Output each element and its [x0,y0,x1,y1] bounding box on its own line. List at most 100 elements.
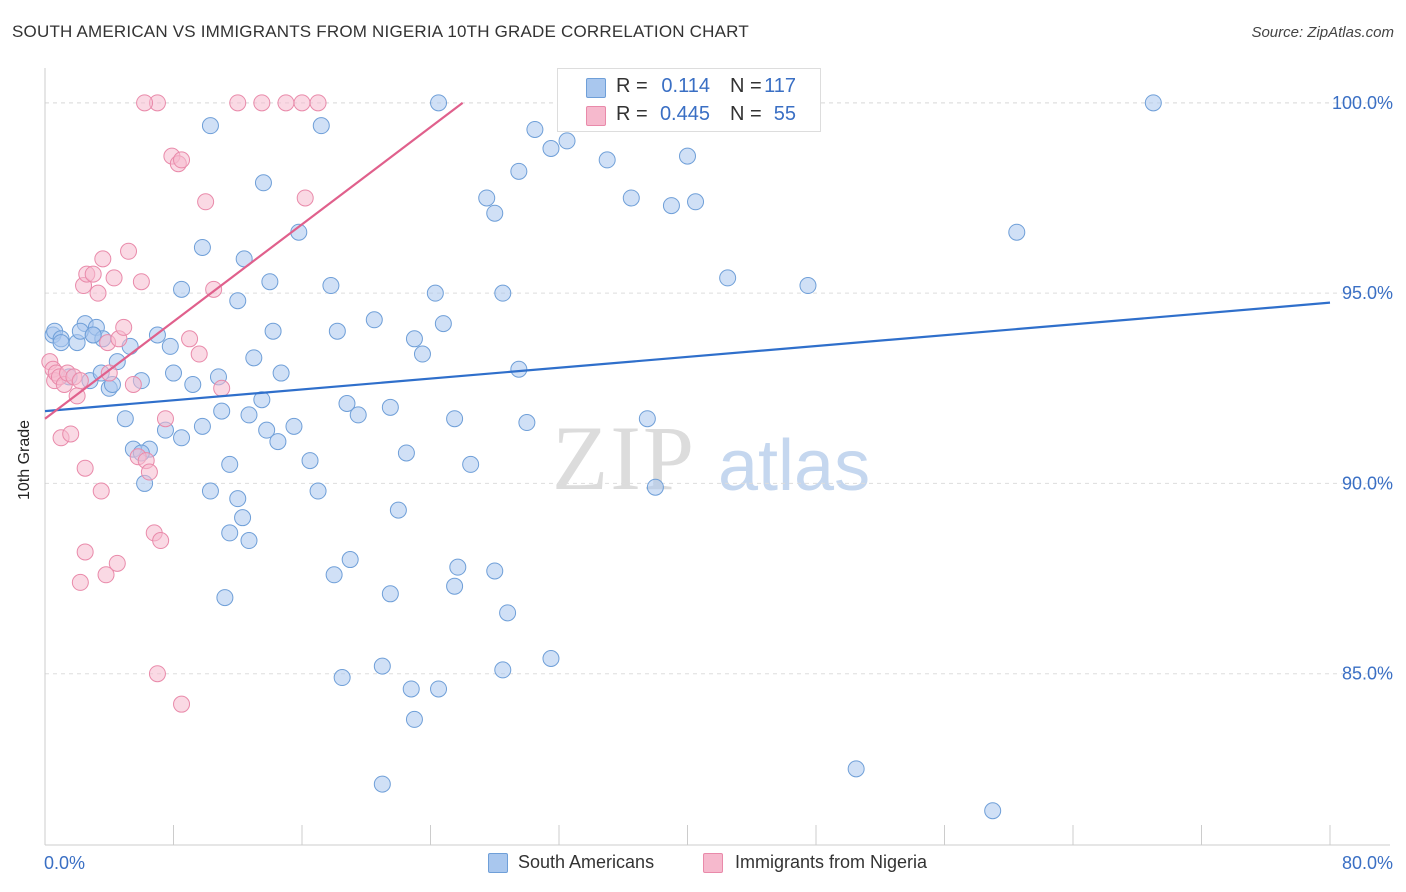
nigeria-point [62,425,80,443]
south-americans-point [254,174,272,192]
south-americans-point [405,330,423,348]
south-americans-point [349,406,367,424]
south-americans-point [646,478,664,496]
nigeria-point [115,318,133,336]
south-americans-point [325,566,343,584]
bottom-legend-swatch-pink [703,853,723,873]
south-americans-point [201,482,219,500]
nigeria-point [181,330,199,348]
nigeria-point [173,695,191,713]
south-americans-point [430,680,448,698]
chart-title: SOUTH AMERICAN VS IMMIGRANTS FROM NIGERI… [12,22,749,41]
south-americans-point [558,132,576,150]
nigeria-point [136,94,154,112]
south-americans-point [234,509,252,527]
south-americans-point [285,417,303,435]
south-americans-point [341,551,359,569]
south-americans-point [598,151,616,169]
legend-n-value: 117 [764,75,796,97]
legend-r-label: R = [616,103,648,125]
nigeria-point [190,345,208,363]
south-americans-point [245,349,263,367]
south-americans-point [499,604,517,622]
nigeria-point [108,554,126,572]
south-americans-point [365,311,383,329]
nigeria-point [105,269,123,287]
bottom-legend-swatch-blue [488,853,508,873]
south-americans-point [116,410,134,428]
south-americans-point [216,589,234,607]
south-americans-point [526,120,544,138]
south-americans-point [486,204,504,222]
south-americans-point [373,657,391,675]
nigeria-point [309,94,327,112]
south-americans-point [322,277,340,295]
nigeria-point [277,94,295,112]
x-tick-label: 80.0% [1342,853,1393,873]
source-label: Source: ZipAtlas.com [1251,24,1394,41]
south-americans-point [165,364,182,382]
nigeria-point [197,193,215,211]
south-americans-point [662,197,680,215]
south-americans-point [373,775,391,793]
watermark-atlas: atlas [718,426,871,506]
tick-labels: 85.0% 90.0% 95.0% 100.0% 0.0% 80.0% [44,93,1393,873]
south-americans-point [486,562,504,580]
south-americans-point [426,284,444,302]
nigeria-point [76,543,94,561]
nigeria-point [132,273,150,291]
south-americans-point [405,710,423,728]
south-americans-point [389,501,407,519]
nigeria-point [76,459,94,477]
nigeria-point [84,265,102,283]
nigeria-point [253,94,271,112]
bottom-legend-label: Immigrants from Nigeria [735,852,928,872]
nigeria-point [229,94,247,112]
south-americans-point [213,402,231,420]
legend-row-south-americans: R = 0.114 N = 117 [558,73,820,101]
y-tick-label: 90.0% [1342,473,1393,493]
south-americans-point [161,337,179,355]
south-americans-point [430,94,448,112]
nigeria-point [296,189,314,207]
south-americans-point [446,410,464,428]
south-americans-point [462,455,480,473]
south-americans-point [229,490,247,508]
legend-swatch-blue [586,78,606,98]
legend-swatch-pink [586,106,606,126]
nigeria-point [148,665,166,683]
correlation-legend: R = 0.114 N = 117 R = 0.445 N = 55 [557,68,821,132]
nigeria-point [293,94,311,112]
nigeria-trend-line [44,101,464,420]
south-americans-point [221,455,239,473]
south-americans-point [397,444,415,462]
legend-r-label: R = [616,75,648,97]
south-americans-point [173,429,191,447]
grid-lines [45,102,1390,675]
south-americans-point [84,326,102,344]
south-americans-point [240,406,258,424]
south-americans-point [1144,94,1162,112]
south-americans-point [984,802,1002,820]
nigeria-point [152,532,170,550]
south-americans-point [261,273,279,291]
south-americans-point [434,315,452,333]
south-americans-point [510,162,528,180]
south-americans-point [413,345,431,363]
south-americans-point [253,391,271,409]
south-americans-point [333,669,351,687]
y-tick-label: 85.0% [1342,664,1393,684]
legend-n-label: N = [730,75,762,97]
nigeria-point [124,375,142,393]
south-americans-point [510,360,528,378]
south-americans-point [193,238,211,256]
bottom-legend-label: South Americans [518,852,655,872]
y-tick-label: 100.0% [1332,93,1393,113]
nigeria-point [156,410,174,428]
nigeria-point [71,372,89,390]
legend-n-value: 55 [773,103,796,125]
south-americans-point [229,292,247,310]
south-americans-point [402,680,420,698]
south-americans-point [799,277,817,295]
